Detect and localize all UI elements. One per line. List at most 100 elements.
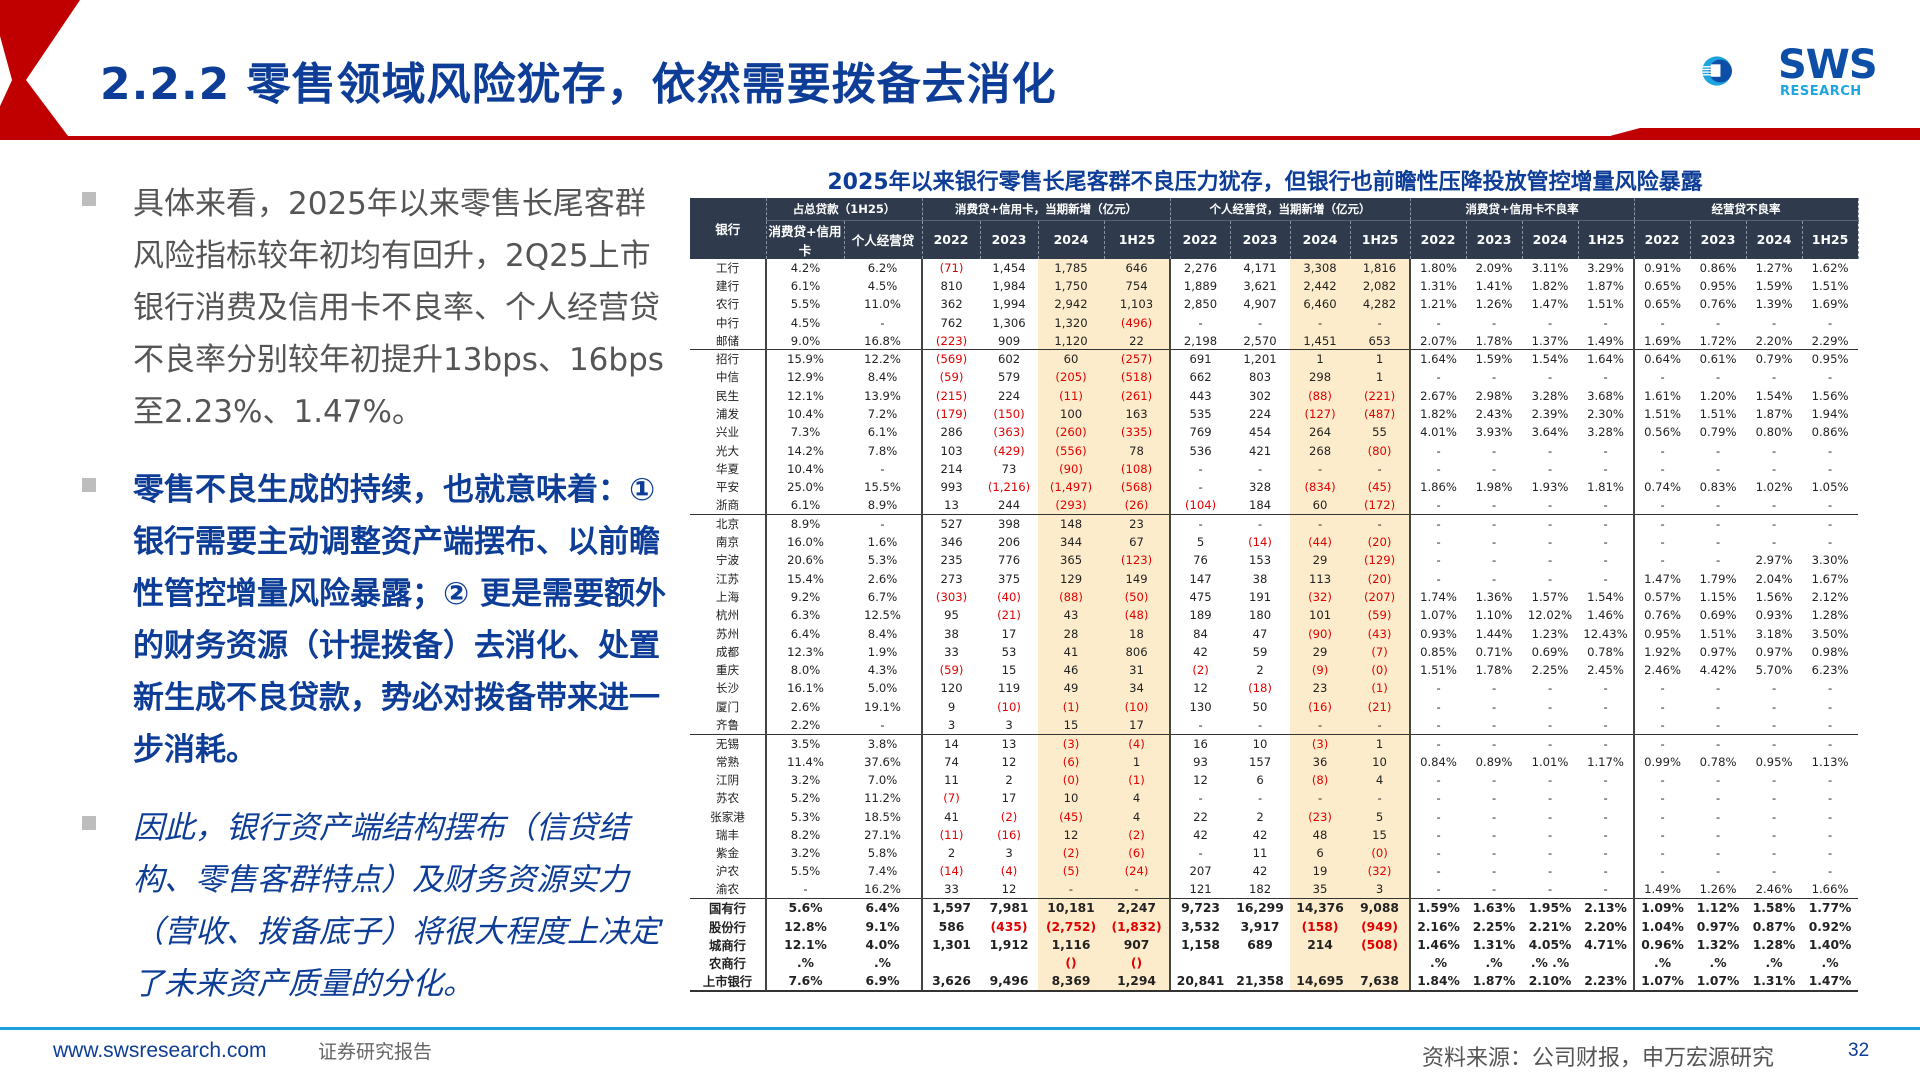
value-cell: 12.43%	[1583, 626, 1628, 641]
value-cell: 0.93%	[1755, 608, 1793, 623]
value-cell: -	[1491, 736, 1497, 751]
value-cell: 84	[1169, 624, 1231, 643]
value-cell: 0.85%	[1409, 642, 1467, 662]
value-cell: 2,082	[1350, 276, 1411, 296]
value-cell: 1.40%	[1808, 937, 1852, 952]
value-cell: 49	[1038, 679, 1105, 698]
value-cell: 653	[1350, 331, 1411, 351]
header-red-bar	[0, 128, 1920, 140]
value-cell: 1.41%	[1475, 278, 1513, 293]
value-cell: 2.20%	[1746, 331, 1803, 351]
value-cell: 12.2%	[864, 352, 901, 367]
value-cell: 3.64%	[1531, 425, 1569, 440]
bank-name-cell: 重庆	[715, 663, 740, 678]
value-cell: -	[1169, 715, 1231, 735]
value-cell: -	[1491, 699, 1497, 714]
value-cell: 224	[1248, 407, 1272, 422]
value-cell: 19.1%	[864, 699, 901, 714]
value-cell: -	[1547, 571, 1553, 586]
value-cell: (496)	[1104, 313, 1171, 332]
value-cell: (20)	[1350, 569, 1411, 588]
value-cell: (50)	[1104, 587, 1171, 607]
value-cell: 1	[1350, 368, 1411, 387]
header-bank: 银行	[690, 198, 767, 259]
value-cell: 206	[997, 535, 1021, 550]
value-cell: 264	[1290, 423, 1351, 442]
bank-name-cell: 平安	[715, 480, 740, 495]
value-cell: 12.1%	[765, 386, 844, 405]
table-row: 沪农 5.5% 7.4% (14) (4) (5) (24) 207 42 19 (32) - - - - -…	[690, 862, 1858, 881]
value-cell: -	[1169, 478, 1231, 497]
value-cell: 2.97%	[1755, 553, 1793, 568]
value-cell: 10.4%	[765, 459, 844, 479]
value-cell: 1.51%	[1699, 407, 1737, 422]
logo-text: SWS	[1778, 42, 1878, 88]
value-cell: 0.71%	[1475, 644, 1513, 659]
table-row: 宁波 20.6% 5.3% 235 776 365 (123) 76 153 29 (129) - - -…	[690, 551, 1858, 570]
value-cell: 398	[997, 517, 1021, 532]
value-cell: (4)	[1104, 734, 1171, 753]
value-cell: -	[1169, 514, 1231, 533]
value-cell: 3	[1350, 880, 1411, 900]
value-cell: 12	[1001, 754, 1017, 769]
value-cell: 153	[1248, 553, 1272, 568]
header-sub-col: 2023	[1230, 219, 1291, 259]
value-cell: 1.20%	[1699, 388, 1737, 403]
table-row: 长沙 16.1% 5.0% 120 119 49 34 12 (18) 23 (1) - - - - - - - -	[690, 679, 1858, 698]
value-cell: 2.12%	[1811, 589, 1849, 604]
value-cell: 5.5%	[765, 862, 844, 881]
value-cell: -	[1603, 736, 1608, 751]
value-cell: 9.0%	[765, 331, 844, 351]
value-cell: -	[1715, 443, 1721, 458]
value-cell: 1.66%	[1802, 880, 1859, 900]
value-cell: -	[1547, 681, 1553, 696]
value-cell: (24)	[1104, 862, 1171, 881]
value-cell: 443	[1169, 386, 1231, 405]
value-cell: 100	[1038, 404, 1105, 424]
bullet-item: 具体来看，2025年以来零售长尾客群风险指标较年初均有回升，2Q25上市银行消费…	[78, 178, 668, 438]
value-cell: 16.1%	[765, 679, 844, 698]
value-cell: 1.05%	[1811, 480, 1849, 495]
value-cell: 10	[1350, 752, 1411, 771]
value-cell: (88)	[1290, 386, 1351, 405]
value-cell: -	[1715, 809, 1721, 824]
footer-website-link[interactable]: www.swsresearch.com	[53, 1039, 267, 1062]
value-cell: 41	[1038, 642, 1105, 662]
value-cell: -	[1771, 864, 1777, 879]
value-cell: (556)	[1038, 441, 1105, 460]
value-cell: 157	[1248, 754, 1272, 769]
table-row: 招行 15.9% 12.2% (569) 602 60 (257) 691 1,201 1 1 1.6…	[690, 349, 1858, 369]
value-cell: 9,088	[1350, 898, 1411, 918]
value-cell: -	[1491, 315, 1497, 330]
value-cell: 0.78%	[1587, 644, 1624, 659]
value-cell: 0.76%	[1633, 606, 1691, 625]
value-cell: 5.70%	[1755, 663, 1793, 678]
value-cell: 0.92%	[1808, 919, 1852, 934]
bank-name-cell: 紫金	[715, 846, 740, 861]
value-cell: 18.5%	[864, 809, 901, 824]
value-cell: 8.9%	[844, 496, 923, 516]
table-row: 杭州 6.3% 12.5% 95 (21) 43 (48) 189 180 101 (59) 1.07…	[690, 606, 1858, 625]
value-cell: 13	[1001, 736, 1017, 751]
value-cell: 3.11%	[1531, 260, 1569, 275]
value-cell: 5.3%	[867, 553, 898, 568]
value-cell: (303)	[921, 587, 981, 607]
value-cell: 37.6%	[864, 754, 901, 769]
header-sub-col: 2024	[1290, 219, 1351, 259]
value-cell: -	[1827, 864, 1833, 879]
value-cell: 12	[1169, 770, 1231, 790]
header-sub-col: 2022	[1410, 219, 1467, 259]
bank-name-cell: 股份行	[709, 920, 746, 935]
value-cell: -	[1547, 827, 1553, 842]
value-cell: 149	[1104, 569, 1171, 588]
value-cell: -	[1466, 715, 1523, 735]
value-cell: -	[1771, 736, 1777, 751]
value-cell: 42	[1169, 642, 1231, 662]
table-row: 农行 5.5% 11.0% 362 1,994 2,942 1,103 2,850 4,907 6…	[690, 295, 1858, 314]
value-cell: (2,752)	[1038, 917, 1105, 936]
value-cell: 0.86%	[1811, 425, 1849, 440]
value-cell: 0.98%	[1811, 644, 1849, 659]
value-cell: 2.30%	[1587, 407, 1624, 422]
value-cell: 1.02%	[1755, 480, 1793, 495]
value-cell: 3.30%	[1811, 553, 1849, 568]
